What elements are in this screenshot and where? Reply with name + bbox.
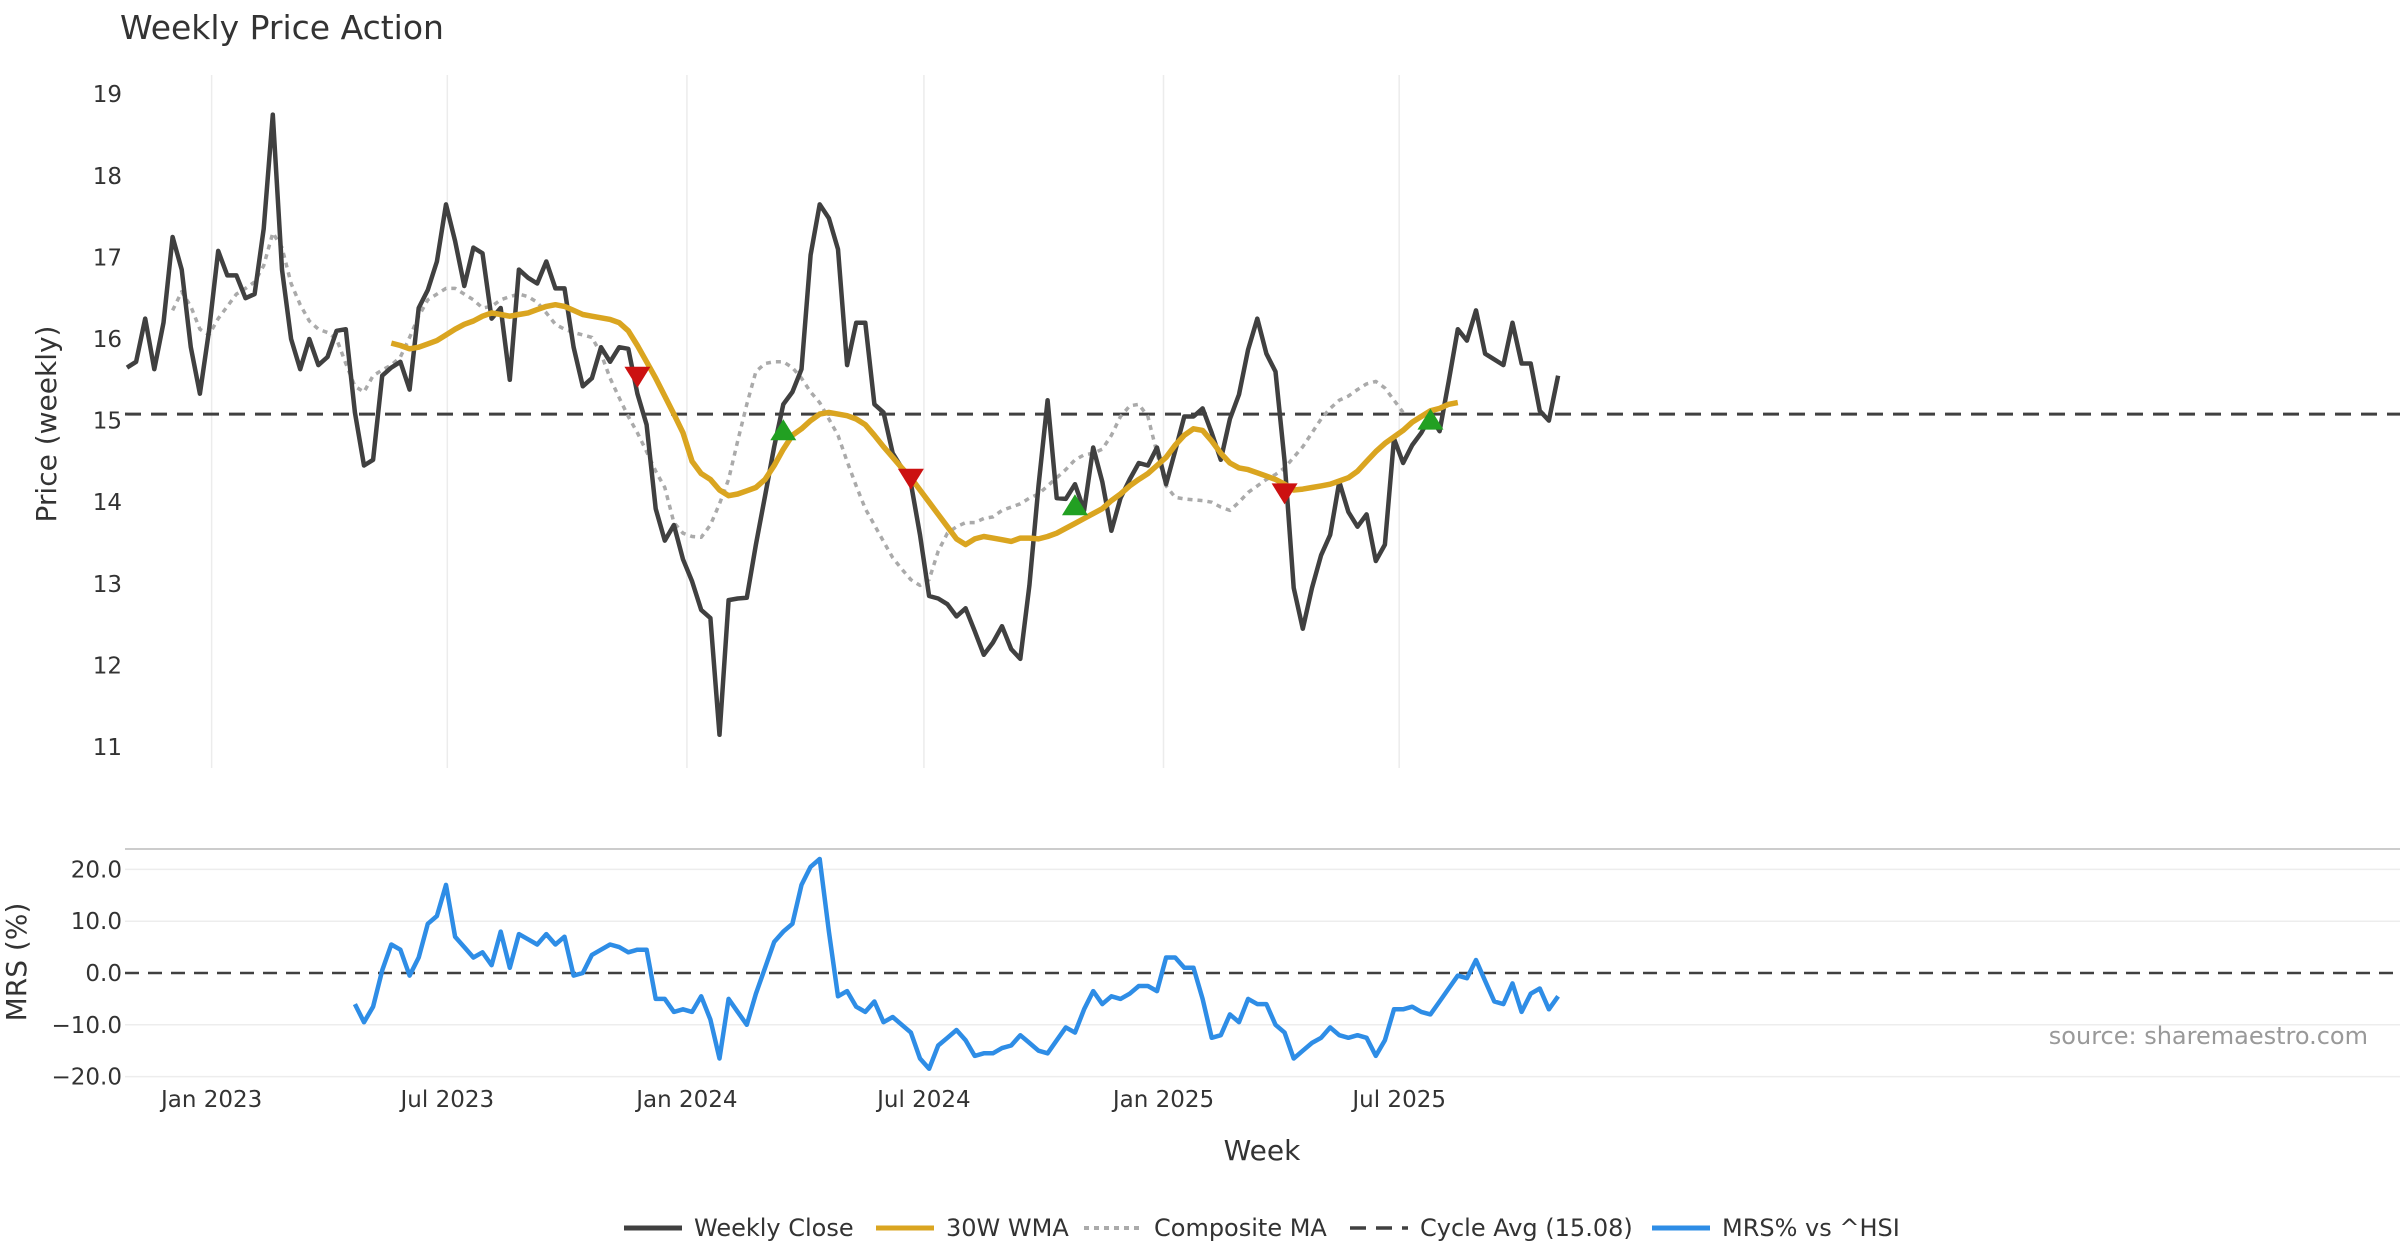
x-tick-label: Jul 2025 bbox=[1350, 1087, 1446, 1113]
mrs-panel: 20.0 10.0 0.0 −10.0 −20.0 bbox=[52, 848, 2400, 1091]
legend-item: MRS% vs ^HSI bbox=[1652, 1214, 1900, 1242]
price-y-tick: 14 bbox=[93, 490, 122, 516]
mrs-gridlines bbox=[125, 868, 2400, 1078]
mrs-series bbox=[352, 856, 1560, 1072]
legend-item: Composite MA bbox=[1084, 1214, 1327, 1242]
chart-title: Weekly Price Action bbox=[120, 8, 444, 47]
price-y-tick: 11 bbox=[93, 735, 122, 761]
legend-label: Composite MA bbox=[1154, 1214, 1327, 1242]
mrs-y-tick: −10.0 bbox=[52, 1013, 122, 1039]
x-tick-label: Jul 2024 bbox=[875, 1087, 971, 1113]
price-y-tick: 16 bbox=[93, 327, 122, 353]
signal-markers bbox=[624, 366, 1444, 516]
mrs-y-tick: 20.0 bbox=[71, 857, 122, 883]
mrs-y-tick: 0.0 bbox=[85, 961, 122, 987]
sell-signal-marker bbox=[624, 366, 651, 388]
mrs-y-tick: 10.0 bbox=[71, 909, 122, 935]
price-y-ticks: 11 12 13 14 15 16 17 18 19 bbox=[93, 82, 122, 761]
price-y-tick: 12 bbox=[93, 653, 122, 679]
legend-label: MRS% vs ^HSI bbox=[1722, 1214, 1900, 1242]
sell-signal-marker bbox=[1271, 483, 1298, 505]
x-axis-label: Week bbox=[1224, 1134, 1301, 1167]
buy-signal-marker bbox=[770, 419, 797, 441]
mrs-y-ticks: 20.0 10.0 0.0 −10.0 −20.0 bbox=[52, 857, 122, 1090]
x-tick-label: Jan 2024 bbox=[634, 1087, 737, 1113]
price-y-axis-label: Price (weekly) bbox=[30, 326, 63, 523]
legend-item: Cycle Avg (15.08) bbox=[1350, 1214, 1633, 1242]
legend-label: Cycle Avg (15.08) bbox=[1420, 1214, 1633, 1242]
mrs-y-tick: −20.0 bbox=[52, 1065, 122, 1091]
buy-signal-marker bbox=[1417, 408, 1444, 430]
x-tick-label: Jul 2023 bbox=[399, 1087, 495, 1113]
weekly-close-line bbox=[125, 112, 1561, 738]
legend-label: 30W WMA bbox=[946, 1214, 1069, 1242]
legend-item: 30W WMA bbox=[876, 1214, 1069, 1242]
mrs-y-axis-label: MRS (%) bbox=[0, 903, 33, 1022]
price-panel: 11 12 13 14 15 16 17 18 19 bbox=[93, 75, 2400, 768]
mrs-line bbox=[352, 856, 1560, 1072]
price-y-tick: 15 bbox=[93, 409, 122, 435]
price-y-tick: 19 bbox=[93, 82, 122, 108]
sell-signal-marker bbox=[897, 468, 924, 490]
x-tick-label: Jan 2023 bbox=[159, 1087, 262, 1113]
price-y-tick: 13 bbox=[93, 572, 122, 598]
x-tick-labels: Jan 2023 Jul 2023 Jan 2024 Jul 2024 Jan 2025… bbox=[159, 1087, 1446, 1113]
x-tick-label: Jan 2025 bbox=[1111, 1087, 1214, 1113]
price-y-tick: 18 bbox=[93, 164, 122, 190]
composite-ma-line bbox=[171, 231, 1405, 588]
buy-signal-marker bbox=[1061, 494, 1088, 516]
price-y-tick: 17 bbox=[93, 245, 122, 271]
wma-30w-line bbox=[390, 301, 1459, 548]
legend-label: Weekly Close bbox=[694, 1214, 854, 1242]
source-annotation: source: sharemaestro.com bbox=[2049, 1022, 2368, 1050]
price-series bbox=[125, 112, 2400, 738]
price-gridlines bbox=[210, 75, 1400, 768]
legend-item: Weekly Close bbox=[624, 1214, 854, 1242]
legend: Weekly Close 30W WMA Composite MA Cycle Avg… bbox=[624, 1214, 1900, 1242]
